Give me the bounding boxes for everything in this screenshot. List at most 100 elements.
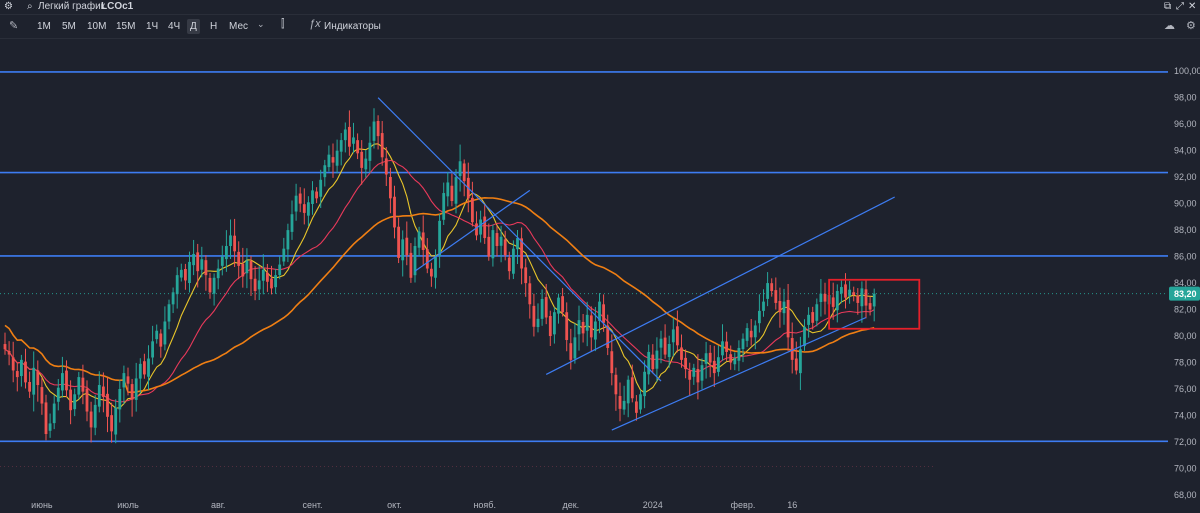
candle-body [585, 314, 589, 331]
candle-body [663, 337, 667, 355]
last-price-tag [1169, 286, 1200, 301]
candle-body [778, 301, 782, 313]
y-tick-label: 84,00 [1174, 278, 1197, 288]
timeframe-1m[interactable]: 1M [37, 21, 51, 32]
candle-body [147, 358, 150, 377]
search-icon[interactable]: ⌕ [27, 1, 33, 12]
candle-body [729, 354, 733, 363]
candle-body [352, 137, 355, 144]
candle-body [372, 121, 376, 141]
candle-body [507, 257, 511, 272]
candle-body [216, 268, 220, 279]
chevron-down-icon[interactable]: ⌄ [257, 19, 265, 29]
price-chart[interactable]: 100,00 98,00 96,00 94,00 92,00 90,00 88,00 86,0… [0, 38, 1200, 513]
candle-body [65, 370, 68, 391]
candle-body [151, 341, 154, 358]
candle-body [274, 275, 277, 288]
candle-body [835, 291, 839, 311]
candle-body [733, 358, 737, 365]
candle-body [671, 329, 675, 343]
candle-body [245, 260, 249, 274]
candle-body [118, 389, 122, 410]
candle-body [868, 303, 872, 310]
candle-body [106, 393, 109, 417]
candle-body [364, 158, 368, 170]
candles-icon[interactable]: ⫿ [281, 18, 285, 30]
expand-icon[interactable]: ⤢ [1176, 1, 1184, 12]
timeframe-1h[interactable]: 1Ч [146, 21, 159, 32]
candle-body [536, 318, 540, 328]
candle-body [20, 359, 23, 377]
settings-icon[interactable]: ⚙ [1186, 20, 1196, 32]
close-icon[interactable]: ✕ [1188, 1, 1197, 12]
candle-body [831, 297, 835, 307]
y-tick-label: 70,00 [1174, 463, 1197, 473]
candle-body [704, 353, 708, 364]
y-tick-label: 98,00 [1174, 93, 1197, 103]
candle-body [762, 301, 765, 311]
candle-body [393, 196, 396, 228]
candle-body [196, 252, 200, 272]
x-tick-label: 16 [787, 500, 797, 510]
indicators-button[interactable]: Индикаторы [324, 21, 381, 32]
candle-body [241, 263, 245, 277]
gear-icon[interactable]: ⚙ [4, 1, 13, 12]
candle-body [717, 357, 720, 372]
candle-body [499, 236, 503, 246]
y-tick-label: 90,00 [1174, 199, 1197, 209]
candle-body [635, 401, 638, 413]
candle-body [483, 216, 487, 239]
candle-body [425, 249, 429, 269]
candle-body [257, 280, 261, 290]
candle-body [409, 252, 413, 278]
cloud-icon[interactable]: ☁ [1164, 20, 1175, 32]
x-tick-label: 2024 [643, 500, 663, 510]
y-tick-label: 68,00 [1174, 490, 1197, 500]
candle-body [212, 277, 216, 294]
candle-body [73, 394, 77, 410]
candle-body [11, 357, 15, 371]
timeframe-10m[interactable]: 10M [87, 21, 107, 32]
symbol-name[interactable]: LCOc1 [101, 1, 134, 12]
timeframe-day[interactable]: Д [187, 19, 200, 34]
candle-body [138, 363, 142, 379]
candle-body [376, 120, 380, 137]
pencil-icon[interactable]: ✎ [9, 20, 19, 32]
candle-body [512, 248, 515, 274]
candle-body [401, 239, 405, 261]
candle-body [495, 233, 499, 247]
candle-body [44, 402, 48, 435]
timeframe-week[interactable]: Н [210, 21, 218, 32]
candle-body [643, 371, 646, 397]
timeframe-4h[interactable]: 4Ч [168, 21, 181, 32]
candle-body [56, 387, 60, 402]
candle-body [188, 261, 191, 284]
candle-body [696, 369, 700, 383]
candle-body [770, 283, 774, 292]
window-titlebar: ⚙ ⌕ Легкий график LCOc1 ⧉ ⤢ ✕ [0, 0, 1200, 15]
candle-body [278, 264, 282, 275]
timeframe-month[interactable]: Мес [229, 21, 249, 32]
indicators-fx-icon[interactable]: ƒx [309, 18, 321, 30]
candle-body [253, 278, 257, 292]
copy-icon[interactable]: ⧉ [1164, 1, 1172, 12]
candle-body [573, 337, 577, 359]
candle-body [786, 299, 790, 338]
candle-body [848, 289, 851, 296]
candle-body [36, 370, 40, 386]
moving-average-9 [4, 143, 875, 409]
candle-body [548, 315, 552, 337]
timeframe-5m[interactable]: 5M [62, 21, 76, 32]
candle-body [7, 350, 11, 355]
candle-body [438, 220, 441, 257]
candle-body [454, 177, 458, 204]
candle-body [450, 185, 454, 201]
candle-body [40, 387, 44, 404]
timeframe-15m[interactable]: 15M [116, 21, 136, 32]
candle-body [184, 269, 187, 281]
x-tick-label: дек. [562, 500, 579, 510]
candle-body [819, 293, 823, 302]
candle-body [3, 344, 7, 350]
candle-body [327, 154, 331, 168]
candle-body [360, 151, 364, 168]
